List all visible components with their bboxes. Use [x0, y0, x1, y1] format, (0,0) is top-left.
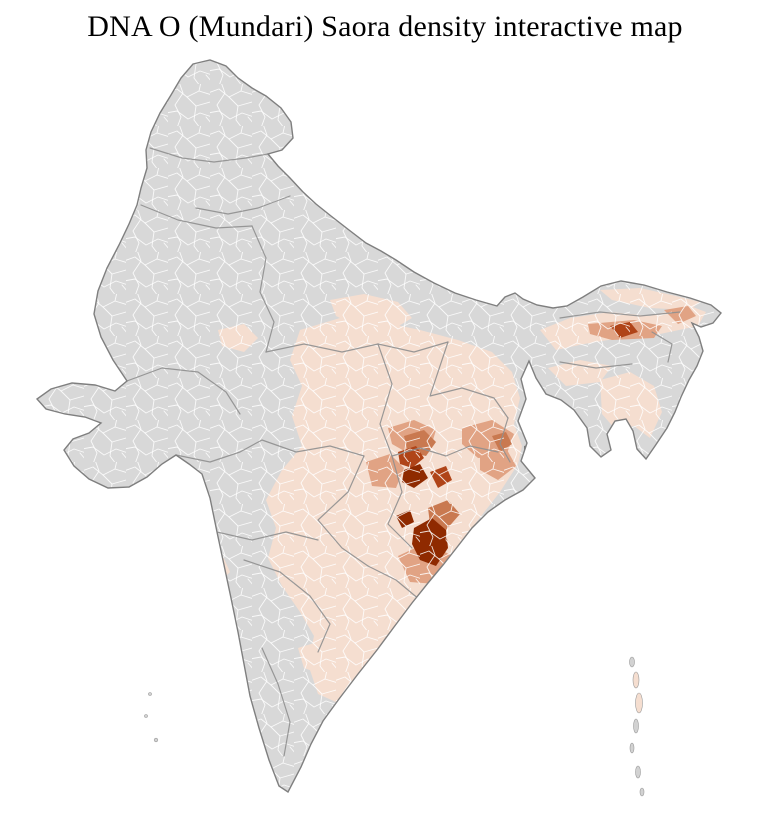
state-boundary [559, 361, 633, 369]
island[interactable] [148, 692, 152, 696]
island[interactable] [639, 787, 645, 797]
state-boundaries [126, 147, 681, 757]
state-boundary [251, 225, 275, 353]
state-boundary [265, 341, 449, 353]
state-boundary [175, 439, 365, 463]
andaman-islands [629, 656, 645, 797]
island[interactable] [633, 718, 639, 734]
district-boundaries [37, 60, 721, 792]
state-boundary [651, 331, 673, 363]
state-boundary [559, 311, 681, 319]
state-boundary [216, 531, 319, 541]
state-boundary [261, 647, 291, 757]
island[interactable] [629, 742, 635, 754]
state-boundary [149, 147, 269, 163]
state-boundary [317, 455, 369, 567]
urban-gray-region-kolkata[interactable] [524, 442, 548, 468]
state-boundary [243, 559, 331, 653]
state-boundary [367, 565, 421, 601]
island[interactable] [635, 692, 643, 714]
state-boundary [126, 367, 241, 415]
state-boundary [195, 195, 291, 215]
state-boundary [377, 343, 393, 457]
island[interactable] [629, 656, 635, 668]
lakshadweep-islands [144, 692, 159, 743]
india-outer-border [35, 59, 722, 794]
island[interactable] [144, 714, 148, 718]
island[interactable] [153, 737, 159, 743]
state-boundary [387, 455, 413, 549]
island[interactable] [635, 765, 641, 779]
island[interactable] [632, 671, 640, 689]
state-boundary [429, 341, 509, 419]
state-boundary [499, 417, 511, 463]
state-boundary [391, 445, 499, 457]
density-regions [37, 60, 721, 792]
page-title: DNA O (Mundari) Saora density interactiv… [87, 10, 683, 43]
state-boundary [140, 204, 253, 229]
